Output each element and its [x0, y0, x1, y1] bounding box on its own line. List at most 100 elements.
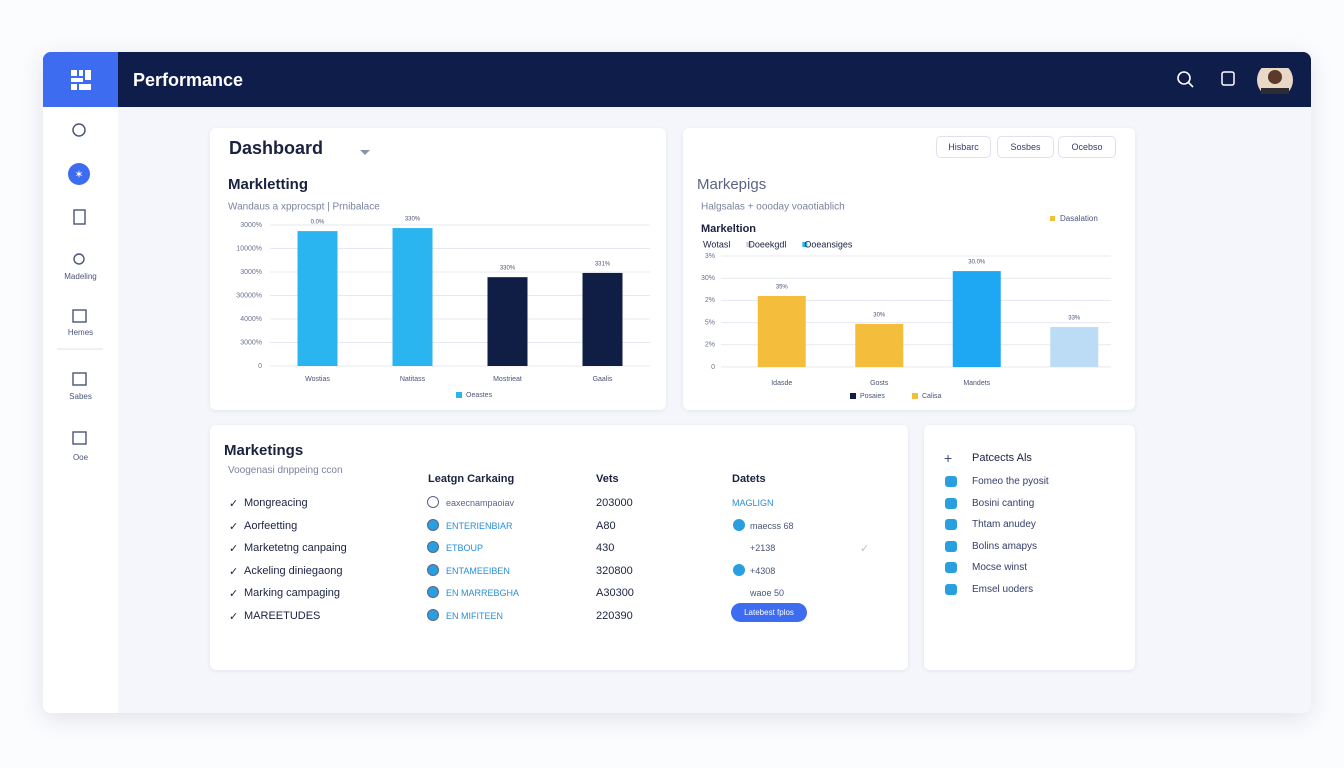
y-tick-label: 0: [258, 363, 262, 370]
column-header: Datets: [732, 473, 766, 485]
row-date: +2138: [750, 543, 776, 553]
row-value: 320800: [596, 564, 633, 577]
row-campaign: EN MARREBGHA: [446, 588, 520, 598]
nav-label[interactable]: Ooe: [72, 453, 89, 462]
check-icon: ✓: [229, 588, 239, 600]
panel-icon: [945, 476, 957, 487]
chart-title: Markletting: [228, 176, 308, 193]
filter-button[interactable]: Hisbarc: [936, 136, 991, 158]
panel-icon: [945, 562, 957, 574]
row-campaign: ETBOUP: [446, 543, 484, 553]
filter-button[interactable]: Ocebso: [1058, 136, 1116, 158]
row-date: waoe 50: [750, 588, 785, 598]
legend-swatch: [850, 393, 856, 399]
chart-subtitle: Halgsalas + oooday voaotiablich: [701, 202, 845, 213]
panel-icon: [945, 497, 957, 509]
legend-label: Dasalation: [1060, 214, 1098, 223]
check-icon: ✓: [229, 543, 239, 555]
legend-label: Doeekgdl: [748, 239, 786, 249]
dropdown-caret[interactable]: [360, 150, 370, 155]
panel-title: Patcects Als: [972, 452, 1032, 464]
legend-swatch: [701, 242, 706, 247]
search-icon[interactable]: [1177, 71, 1191, 85]
nav-label[interactable]: Hemes: [67, 328, 94, 337]
row-campaign: EN MIFITEEN: [446, 610, 504, 621]
action-button[interactable]: Latebest fplos: [731, 602, 807, 622]
y-tick-label: 4000%: [240, 316, 262, 323]
bar: [487, 277, 528, 366]
logo-icon: [70, 69, 91, 90]
chart-title: Markepigs: [697, 176, 766, 193]
legend-swatch: [912, 393, 918, 399]
panel-item[interactable]: Fomeo the pyosit: [972, 476, 1049, 487]
row-icon: [427, 608, 439, 621]
row-date: +4308: [750, 565, 776, 576]
legend-label: Posaies: [860, 393, 885, 400]
sidebar-icons: ✶: [57, 123, 103, 445]
legend-swatch: [802, 242, 808, 247]
row-campaign: ENTAMEEIBEN: [446, 565, 510, 576]
bar-label: 330%: [405, 217, 421, 223]
row-marker: [733, 518, 745, 531]
top-bar: [43, 52, 1311, 107]
bar: [952, 271, 1001, 367]
row-date: MAGLIGN: [732, 498, 774, 508]
table-title: Marketings: [224, 442, 304, 459]
row-marker: [733, 563, 745, 576]
calendar-icon[interactable]: [1221, 71, 1235, 86]
x-tick-label: Wostias: [305, 376, 330, 383]
panel-item[interactable]: Thtam anudey: [972, 519, 1036, 531]
bar-label: 0.0%: [311, 220, 325, 226]
row-value: A30300: [596, 587, 634, 599]
column-header: Vets: [596, 473, 619, 485]
page-title: Performance: [133, 70, 244, 90]
nav-active[interactable]: [68, 163, 90, 185]
row-name: Marketetng canpaing: [244, 542, 347, 554]
legend-label: Ooeansiges: [804, 239, 853, 249]
y-tick-label: 0: [711, 364, 715, 371]
row-name: Aorfeetting: [244, 519, 298, 532]
row-date: maecss 68: [750, 520, 794, 531]
chart-inner-title: Markeltion: [701, 223, 756, 235]
x-tick-label: Idasde: [771, 380, 792, 387]
top-icons: [1177, 68, 1293, 94]
check-icon: ✓: [229, 498, 239, 510]
check-icon: ✓: [229, 610, 239, 623]
row-icon: [427, 518, 439, 531]
panel-add[interactable]: +: [944, 450, 953, 466]
panel-item[interactable]: Bosini canting: [972, 497, 1035, 509]
legend-swatch: [456, 392, 462, 398]
row-icon: [427, 563, 439, 576]
panel-card: [924, 425, 1135, 670]
row-icon: [427, 496, 439, 508]
bar-label: 331%: [595, 262, 611, 268]
y-tick-label: 2%: [705, 297, 715, 304]
chart-subtitle: Wandaus a xpprocspt | Prnibalace: [228, 202, 380, 213]
column-header: Leatgn Carkaing: [428, 473, 515, 485]
bar-label: 330%: [500, 266, 516, 272]
y-tick-label: 3000%: [240, 269, 262, 276]
nav-label[interactable]: Madeling: [64, 272, 97, 281]
table-card: [210, 425, 908, 670]
chart: Markletting Wandaus a xpprocspt | Prnibal…: [228, 176, 650, 399]
x-tick-label: Mostrieat: [493, 376, 522, 383]
y-tick-label: 3%: [705, 253, 715, 260]
y-tick-label: 3000%: [240, 222, 262, 229]
bar: [1050, 327, 1099, 367]
panel-item[interactable]: Bolins amapys: [972, 540, 1038, 552]
legend-label: Oeastes: [466, 392, 493, 399]
panel-item[interactable]: Emsel uoders: [972, 584, 1034, 595]
y-tick-label: 5%: [705, 319, 715, 326]
panel-item[interactable]: Mocse winst: [972, 562, 1028, 574]
row-value: 203000: [596, 497, 633, 509]
logo[interactable]: [43, 52, 118, 107]
y-tick-label: 30%: [701, 275, 715, 282]
x-tick-label: Gosts: [870, 380, 889, 387]
table-subtitle: Voogenasi dnppeing ccon: [228, 465, 343, 476]
nav-label[interactable]: Sabes: [69, 392, 92, 401]
filter-button[interactable]: Sosbes: [997, 136, 1054, 158]
y-tick-label: 2%: [705, 342, 715, 349]
check-icon: ✓: [229, 565, 239, 578]
panel-icon: [945, 519, 957, 531]
